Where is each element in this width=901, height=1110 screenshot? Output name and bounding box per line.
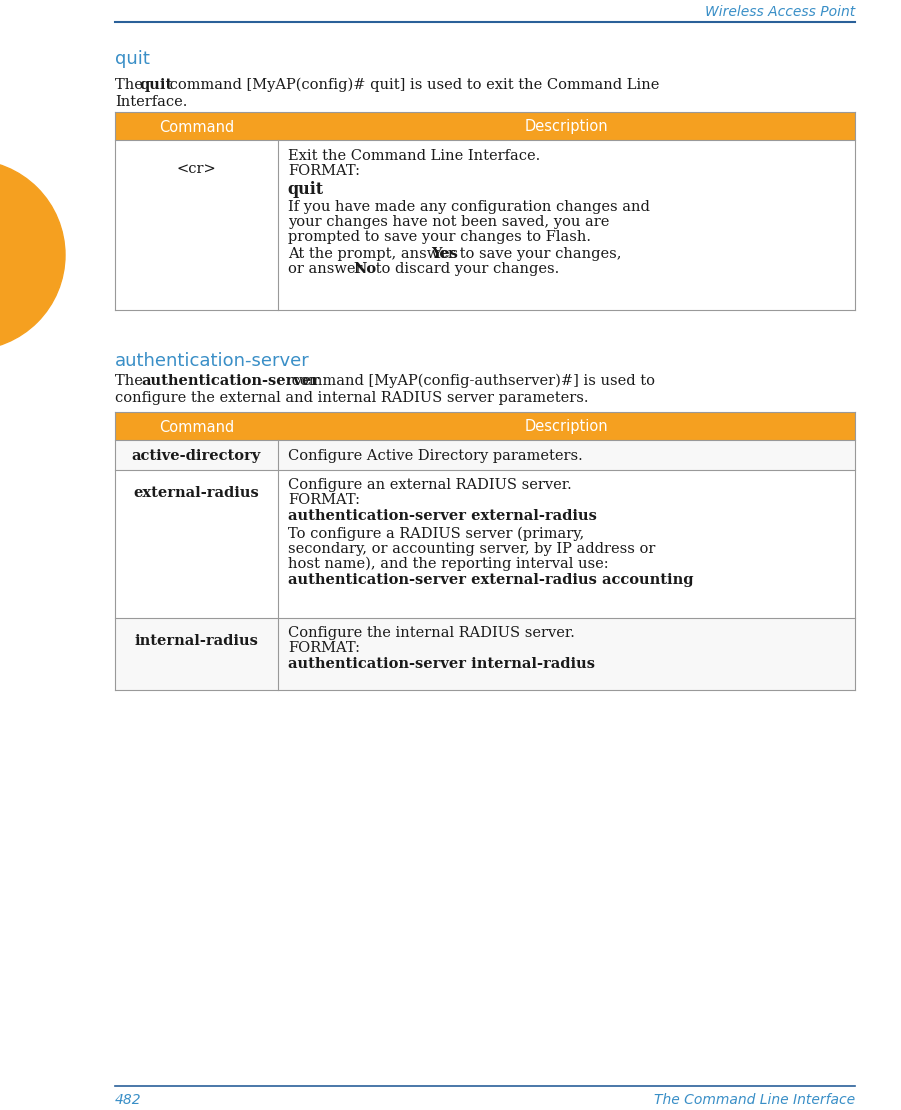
Text: Description: Description: [524, 120, 608, 134]
Circle shape: [0, 160, 65, 350]
Text: authentication-server: authentication-server: [141, 374, 319, 388]
Text: Yes: Yes: [431, 248, 458, 261]
Text: FORMAT:: FORMAT:: [287, 164, 359, 178]
Text: configure the external and internal RADIUS server parameters.: configure the external and internal RADI…: [115, 391, 588, 405]
Text: No: No: [354, 262, 377, 276]
Bar: [115, 112, 855, 140]
Text: Exit the Command Line Interface.: Exit the Command Line Interface.: [287, 149, 540, 163]
Text: Interface.: Interface.: [115, 95, 187, 109]
Bar: [115, 140, 855, 310]
Text: FORMAT:: FORMAT:: [287, 493, 359, 507]
Bar: [115, 470, 855, 618]
Text: 482: 482: [115, 1093, 141, 1107]
Text: to discard your changes.: to discard your changes.: [371, 262, 559, 276]
Text: At the prompt, answer: At the prompt, answer: [287, 248, 460, 261]
Text: to save your changes,: to save your changes,: [455, 248, 622, 261]
Text: authentication-server external-radius accounting: authentication-server external-radius ac…: [287, 573, 693, 587]
Text: FORMAT:: FORMAT:: [287, 640, 359, 655]
Text: The Command Line Interface: The Command Line Interface: [654, 1093, 855, 1107]
Text: Configure an external RADIUS server.: Configure an external RADIUS server.: [287, 478, 571, 492]
Text: <cr>: <cr>: [177, 162, 216, 176]
Text: internal-radius: internal-radius: [134, 634, 259, 648]
Text: Configure the internal RADIUS server.: Configure the internal RADIUS server.: [287, 626, 575, 640]
Text: active-directory: active-directory: [132, 450, 261, 463]
Bar: [115, 412, 855, 440]
Text: Command: Command: [159, 120, 234, 134]
Text: your changes have not been saved, you are: your changes have not been saved, you ar…: [287, 215, 609, 229]
Text: authentication-server external-radius: authentication-server external-radius: [287, 509, 596, 523]
Text: To configure a RADIUS server (primary,: To configure a RADIUS server (primary,: [287, 527, 584, 542]
Text: Wireless Access Point: Wireless Access Point: [705, 6, 855, 19]
Text: quit: quit: [139, 78, 172, 92]
Text: quit: quit: [287, 181, 324, 198]
Bar: [115, 440, 855, 470]
Text: quit: quit: [115, 50, 150, 68]
Text: host name), and the reporting interval use:: host name), and the reporting interval u…: [287, 557, 608, 572]
Text: command [MyAP(config)# quit] is used to exit the Command Line: command [MyAP(config)# quit] is used to …: [165, 78, 660, 92]
Text: The: The: [115, 374, 148, 388]
Text: command [MyAP(config-authserver)#] is used to: command [MyAP(config-authserver)#] is us…: [287, 374, 655, 388]
Text: Command: Command: [159, 420, 234, 434]
Text: authentication-server: authentication-server: [115, 352, 310, 370]
Text: or answer: or answer: [287, 262, 367, 276]
Text: secondary, or accounting server, by IP address or: secondary, or accounting server, by IP a…: [287, 542, 655, 556]
Text: authentication-server internal-radius: authentication-server internal-radius: [287, 657, 595, 672]
Text: The: The: [115, 78, 148, 92]
Text: prompted to save your changes to Flash.: prompted to save your changes to Flash.: [287, 230, 591, 244]
Bar: [115, 618, 855, 690]
Text: If you have made any configuration changes and: If you have made any configuration chang…: [287, 200, 650, 214]
Text: external-radius: external-radius: [133, 486, 259, 500]
Text: Configure Active Directory parameters.: Configure Active Directory parameters.: [287, 450, 583, 463]
Text: Description: Description: [524, 420, 608, 434]
